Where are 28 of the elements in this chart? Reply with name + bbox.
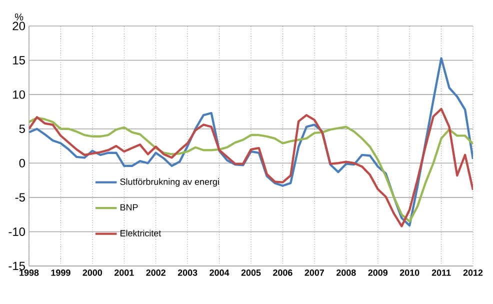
y-tick-label: 15 — [13, 56, 25, 64]
legend-label: BNP — [120, 204, 138, 210]
x-tick-label: 2004 — [210, 270, 230, 276]
legend-label: Elektricitet — [120, 230, 162, 236]
x-tick-label: 2003 — [178, 270, 198, 276]
x-tick-label: 2001 — [114, 270, 134, 276]
y-tick-label: -15 — [8, 262, 25, 270]
x-tick-label: 2011 — [432, 270, 451, 276]
x-tick-label: 2002 — [146, 270, 166, 276]
x-tick-label: 2000 — [82, 270, 102, 276]
y-tick-label: 10 — [13, 90, 26, 99]
y-tick-label: 5 — [19, 124, 25, 134]
line-series — [29, 57, 474, 227]
x-tick-label: 2006 — [273, 270, 292, 276]
x-tick-label: 2008 — [336, 270, 356, 276]
x-tick-label: 2012 — [463, 270, 483, 276]
x-tick-label: 1999 — [51, 270, 70, 276]
y-tick-label: 20 — [12, 22, 26, 30]
x-tick-label: 2010 — [400, 270, 420, 276]
y-tick-label: 0 — [19, 158, 26, 168]
x-tick-label: 2009 — [368, 270, 388, 276]
y-axis-title: % — [14, 14, 24, 20]
x-tick-label: 2005 — [241, 270, 261, 276]
legend-label: Slutförbrukning av energi — [120, 178, 219, 187]
x-tick-label: 1998 — [20, 270, 39, 276]
y-tick-label: -5 — [15, 193, 25, 202]
y-tick-label: -10 — [8, 227, 26, 236]
x-tick-label: 2007 — [304, 270, 324, 276]
